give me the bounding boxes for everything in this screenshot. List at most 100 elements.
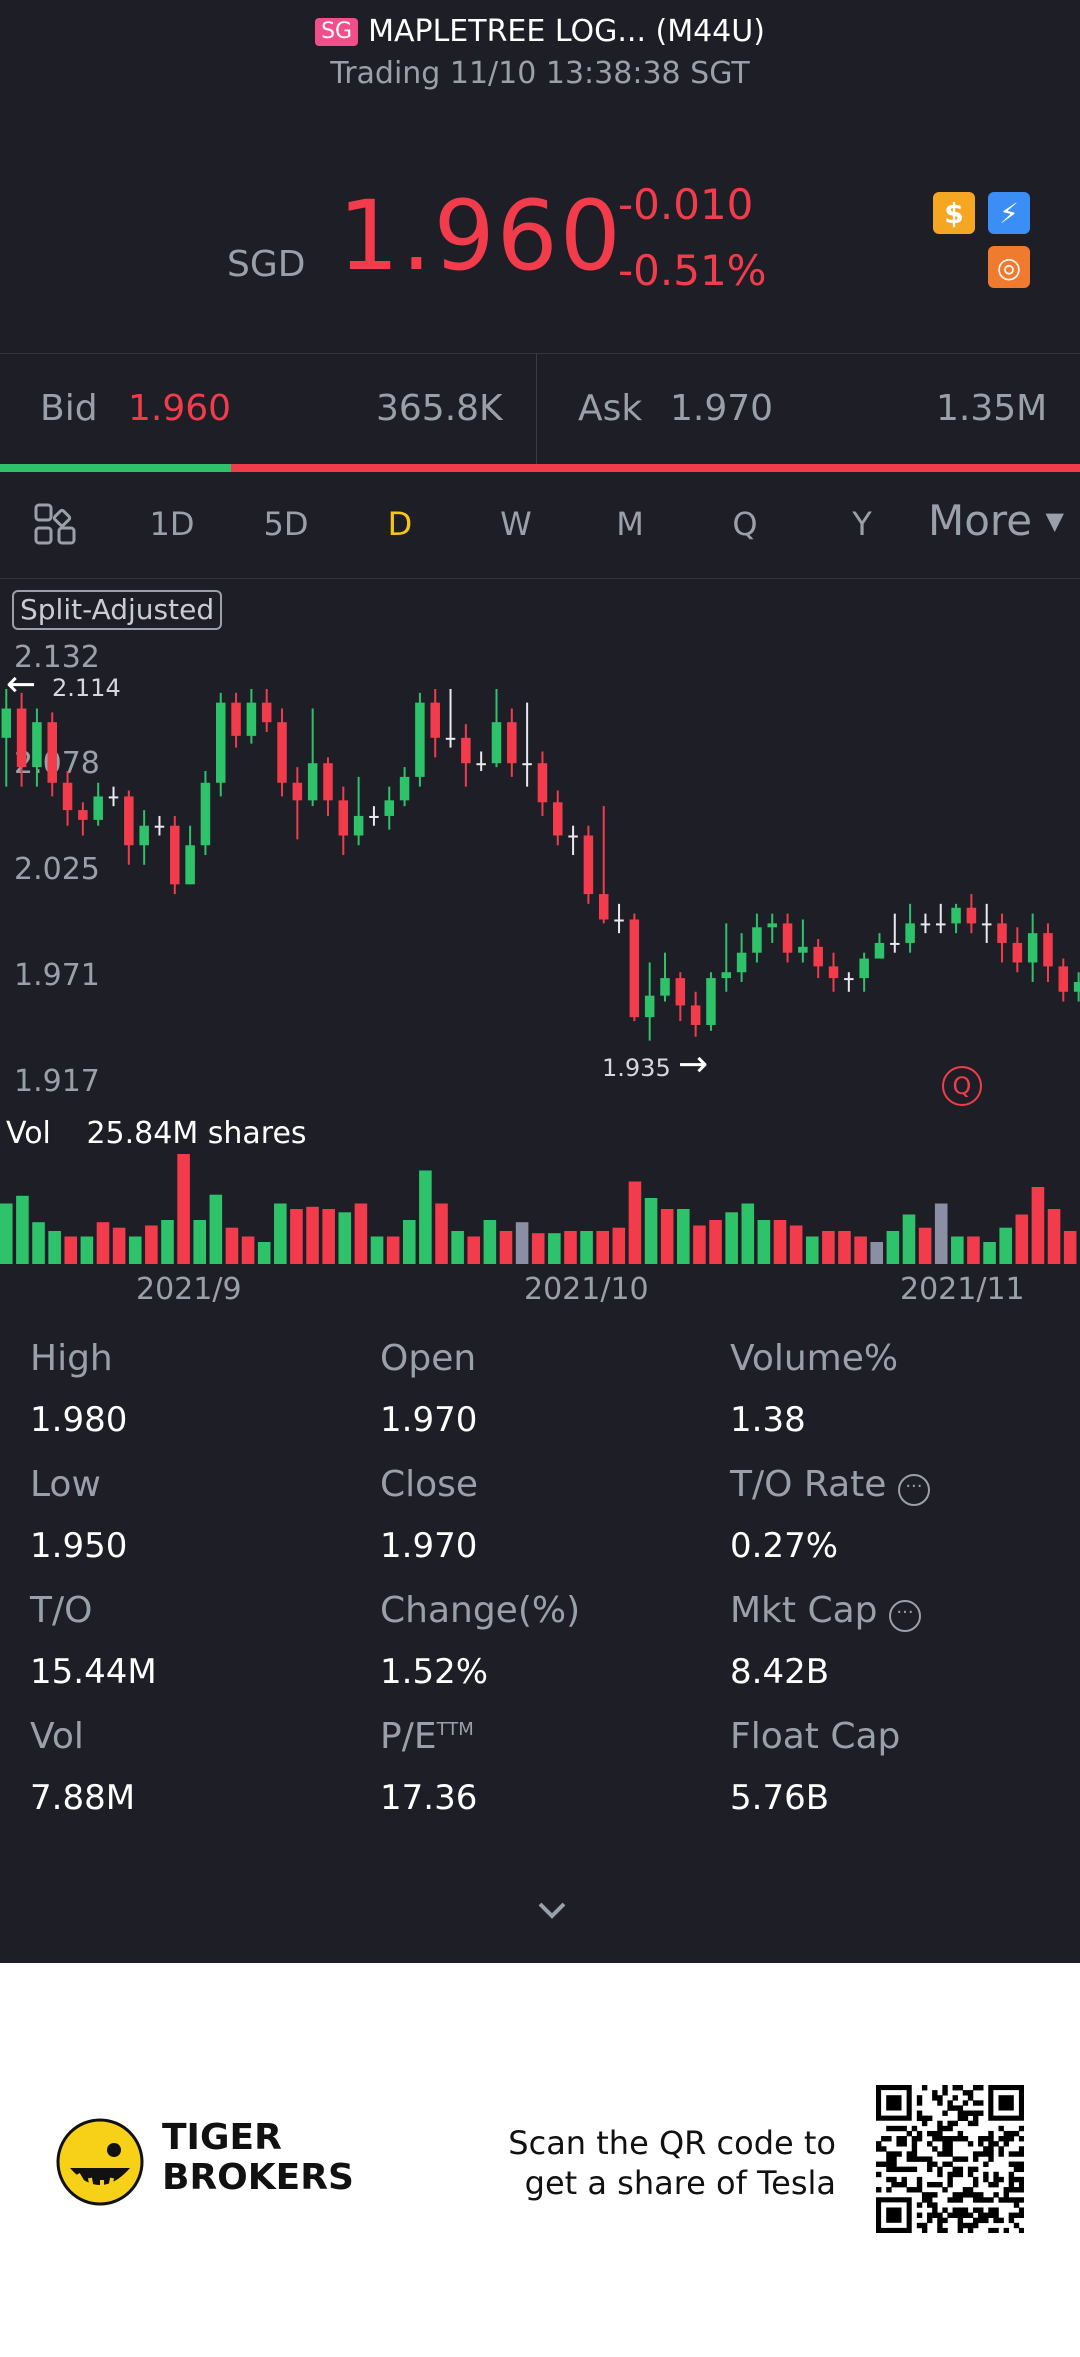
brand-name: TIGER BROKERS xyxy=(162,2118,354,2198)
tab-1d[interactable]: 1D xyxy=(149,505,195,543)
tiger-logo-icon xyxy=(56,2118,144,2206)
candlestick-chart[interactable] xyxy=(0,660,1080,1260)
candle xyxy=(78,802,88,836)
candle-body xyxy=(491,722,502,764)
candle-body xyxy=(752,927,762,953)
min-price-label: 1.935 xyxy=(602,1054,671,1082)
stat-label: Open xyxy=(380,1338,477,1379)
candle-body xyxy=(62,782,73,811)
candle-body xyxy=(216,702,226,783)
tab-m[interactable]: M xyxy=(616,505,644,543)
volume-bar xyxy=(483,1220,497,1264)
expand-chevron-icon[interactable] xyxy=(532,1896,572,1926)
candle-body xyxy=(507,722,517,764)
volume-bar xyxy=(741,1203,755,1264)
stat-sup: TTM xyxy=(436,1719,474,1740)
candle-body xyxy=(951,907,961,924)
stat-label-to-rate[interactable]: T/O Rate ··· xyxy=(730,1464,930,1506)
stock-title[interactable]: SG MAPLETREE LOG... (M44U) xyxy=(0,14,1080,49)
more-dropdown[interactable]: More ▼ xyxy=(928,496,1064,545)
candle xyxy=(905,903,915,953)
stat-label: Change(%) xyxy=(380,1590,581,1631)
candle xyxy=(108,786,119,807)
candle-body xyxy=(292,782,303,801)
volume-bar xyxy=(128,1236,142,1264)
globe-icon[interactable]: ◎ xyxy=(988,246,1030,288)
volume-bar xyxy=(402,1220,416,1264)
volume-bar xyxy=(983,1242,996,1264)
tab-w[interactable]: W xyxy=(500,505,532,543)
volume-bar xyxy=(773,1220,787,1264)
candle-body xyxy=(813,946,823,967)
candle-body xyxy=(736,952,747,973)
last-price: 1.960 xyxy=(338,180,623,292)
quote-screen: SG MAPLETREE LOG... (M44U) Trading 11/10 … xyxy=(0,0,1080,1963)
bid-ratio-bar xyxy=(0,464,232,472)
stat-label: Float Cap xyxy=(730,1716,901,1757)
arrow-left-icon: ← xyxy=(6,664,37,705)
candle-body xyxy=(721,972,732,979)
stat-value: 15.44M xyxy=(30,1652,157,1692)
volume-bar xyxy=(1031,1187,1045,1264)
tab-q[interactable]: Q xyxy=(732,505,758,543)
volume-bar xyxy=(725,1212,738,1264)
candle xyxy=(997,913,1007,963)
stat-label-mkt-cap[interactable]: Mkt Cap ··· xyxy=(730,1590,921,1632)
candle xyxy=(537,751,548,816)
y-tick-1: 2.132 xyxy=(14,640,100,675)
candle-body xyxy=(966,907,977,924)
stat-value: 1.980 xyxy=(30,1400,128,1440)
tab-y[interactable]: Y xyxy=(852,505,872,543)
candle-body xyxy=(307,763,318,801)
candle xyxy=(415,692,425,787)
qr-code[interactable] xyxy=(876,2085,1024,2233)
volume-chart xyxy=(0,1154,1077,1264)
candle xyxy=(1043,923,1053,982)
candle-body xyxy=(185,845,195,885)
candle-body xyxy=(1043,933,1053,967)
dollar-icon[interactable]: $ xyxy=(933,192,975,234)
lightning-icon[interactable]: ⚡ xyxy=(988,192,1030,234)
volume-bar xyxy=(145,1225,158,1264)
volume-bar xyxy=(1015,1214,1029,1264)
stat-label: Close xyxy=(380,1464,479,1505)
candle-body xyxy=(445,737,456,740)
candle-body xyxy=(522,763,532,766)
volume-bar xyxy=(48,1231,61,1264)
period-tabs xyxy=(0,472,1080,579)
ask-price: 1.970 xyxy=(670,388,774,429)
candle-body xyxy=(231,702,241,736)
candle xyxy=(782,913,793,963)
volume-bar xyxy=(644,1198,658,1264)
volume-bar xyxy=(548,1233,561,1264)
price-change-percent: -0.51% xyxy=(618,246,767,295)
candle-body xyxy=(476,763,486,766)
volume-bar xyxy=(789,1225,803,1264)
q-marker-icon[interactable]: Q xyxy=(942,1066,982,1106)
stat-label: High xyxy=(30,1338,113,1379)
layout-grid-icon[interactable] xyxy=(34,503,76,545)
tab-5d[interactable]: 5D xyxy=(263,505,309,543)
volume-bar xyxy=(386,1236,400,1264)
candle-body xyxy=(1,708,12,738)
trading-status: Trading 11/10 13:38:38 SGT xyxy=(330,56,750,91)
candle xyxy=(461,724,471,787)
volume-bar xyxy=(999,1227,1012,1264)
tab-d[interactable]: D xyxy=(387,505,413,543)
stat-label: Mkt Cap xyxy=(730,1590,878,1631)
candle-body xyxy=(461,737,471,764)
volume-bar xyxy=(918,1227,932,1264)
max-price-label: 2.114 xyxy=(52,674,121,702)
candle-body xyxy=(905,923,915,943)
volume-bar xyxy=(967,1236,980,1264)
info-icon: ··· xyxy=(888,1600,921,1632)
candle-body xyxy=(399,776,410,801)
stat-value: 1.970 xyxy=(380,1526,478,1566)
volume-bar xyxy=(451,1231,464,1264)
split-adjusted-tag[interactable]: Split-Adjusted xyxy=(12,590,223,630)
volume-bar xyxy=(499,1231,513,1264)
stat-label: Vol xyxy=(30,1716,84,1757)
candle xyxy=(338,786,349,856)
candle xyxy=(277,708,287,797)
volume-bar xyxy=(822,1231,835,1264)
